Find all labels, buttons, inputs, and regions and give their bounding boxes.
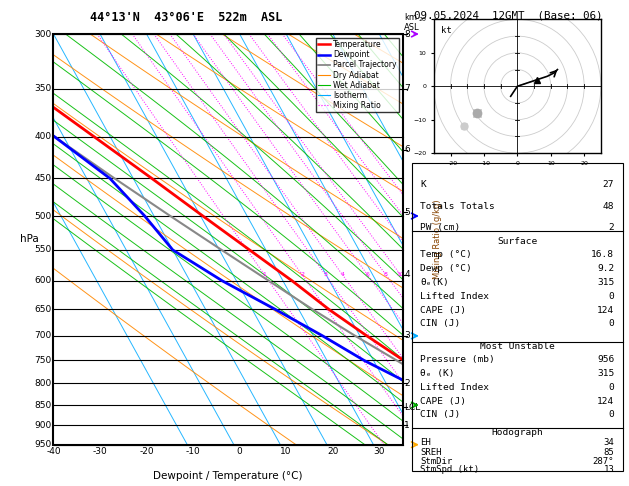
- Text: 0: 0: [237, 447, 243, 456]
- Text: 8: 8: [404, 30, 410, 38]
- Text: θₑ(K): θₑ(K): [420, 278, 449, 287]
- Text: 16.8: 16.8: [591, 250, 615, 259]
- Text: CAPE (J): CAPE (J): [420, 306, 467, 314]
- Text: 44°13'N  43°06'E  522m  ASL: 44°13'N 43°06'E 522m ASL: [90, 11, 282, 24]
- Text: 0: 0: [608, 411, 615, 419]
- Text: 3: 3: [323, 273, 328, 278]
- Text: 09.05.2024  12GMT  (Base: 06): 09.05.2024 12GMT (Base: 06): [414, 11, 603, 21]
- Text: 287°: 287°: [593, 457, 615, 467]
- Text: 0: 0: [608, 292, 615, 301]
- Text: Dewp (°C): Dewp (°C): [420, 264, 472, 273]
- Text: 550: 550: [35, 245, 52, 255]
- Text: Pressure (mb): Pressure (mb): [420, 355, 495, 364]
- Text: 6: 6: [404, 145, 410, 154]
- Text: 4: 4: [341, 273, 345, 278]
- Text: 124: 124: [597, 306, 615, 314]
- Text: 2: 2: [608, 223, 615, 232]
- Text: 20: 20: [327, 447, 338, 456]
- Text: 10: 10: [281, 447, 292, 456]
- Text: 400: 400: [35, 132, 52, 141]
- Text: 300: 300: [35, 30, 52, 38]
- Legend: Temperature, Dewpoint, Parcel Trajectory, Dry Adiabat, Wet Adiabat, Isotherm, Mi: Temperature, Dewpoint, Parcel Trajectory…: [316, 38, 399, 112]
- Text: 450: 450: [35, 174, 52, 183]
- Text: K: K: [420, 180, 426, 189]
- Text: 800: 800: [35, 379, 52, 388]
- Text: StmDir: StmDir: [420, 457, 453, 467]
- Text: 34: 34: [604, 438, 615, 447]
- Text: 315: 315: [597, 369, 615, 378]
- Text: Totals Totals: Totals Totals: [420, 202, 495, 210]
- Text: 10: 10: [397, 273, 404, 278]
- Text: -30: -30: [92, 447, 108, 456]
- Text: 5: 5: [404, 208, 410, 217]
- Text: 315: 315: [597, 278, 615, 287]
- Text: 600: 600: [35, 277, 52, 285]
- Text: Hodograph: Hodograph: [491, 428, 543, 437]
- Text: 700: 700: [35, 331, 52, 340]
- Text: Mixing Ratio (g/kg): Mixing Ratio (g/kg): [433, 200, 442, 279]
- Text: 2: 2: [404, 379, 410, 388]
- Text: -10: -10: [186, 447, 201, 456]
- Text: 13: 13: [604, 466, 615, 474]
- Text: km
ASL: km ASL: [404, 13, 420, 32]
- Text: PW (cm): PW (cm): [420, 223, 460, 232]
- Text: Temp (°C): Temp (°C): [420, 250, 472, 259]
- Text: 8: 8: [384, 273, 388, 278]
- Text: 956: 956: [597, 355, 615, 364]
- Text: 950: 950: [35, 440, 52, 449]
- Text: Most Unstable: Most Unstable: [480, 342, 555, 351]
- Text: kt: kt: [440, 26, 451, 35]
- Text: SREH: SREH: [420, 448, 442, 457]
- Text: StmSpd (kt): StmSpd (kt): [420, 466, 479, 474]
- Text: EH: EH: [420, 438, 431, 447]
- Text: 124: 124: [597, 397, 615, 405]
- Text: CIN (J): CIN (J): [420, 319, 460, 329]
- Text: 9.2: 9.2: [597, 264, 615, 273]
- Text: 650: 650: [35, 305, 52, 314]
- Text: 30: 30: [374, 447, 385, 456]
- Text: 4: 4: [404, 271, 410, 279]
- Text: Dewpoint / Temperature (°C): Dewpoint / Temperature (°C): [153, 471, 303, 482]
- Text: 0: 0: [608, 319, 615, 329]
- Text: 0: 0: [608, 382, 615, 392]
- Text: 7: 7: [404, 85, 410, 93]
- Text: 350: 350: [35, 85, 52, 93]
- Text: 750: 750: [35, 356, 52, 365]
- Text: 1: 1: [404, 421, 410, 430]
- Text: 2: 2: [300, 273, 304, 278]
- Text: 48: 48: [603, 202, 615, 210]
- Text: 500: 500: [35, 211, 52, 221]
- Text: hPa: hPa: [19, 234, 38, 244]
- Text: 900: 900: [35, 421, 52, 430]
- Text: CAPE (J): CAPE (J): [420, 397, 467, 405]
- Text: Lifted Index: Lifted Index: [420, 292, 489, 301]
- Text: 850: 850: [35, 400, 52, 410]
- Text: 1: 1: [263, 273, 267, 278]
- Text: CIN (J): CIN (J): [420, 411, 460, 419]
- Text: 6: 6: [365, 273, 370, 278]
- Text: LCL: LCL: [404, 403, 421, 412]
- Text: -20: -20: [139, 447, 154, 456]
- Text: Surface: Surface: [498, 237, 537, 246]
- Text: 85: 85: [604, 448, 615, 457]
- Text: 3: 3: [404, 331, 410, 340]
- Text: θₑ (K): θₑ (K): [420, 369, 455, 378]
- Text: -40: -40: [46, 447, 61, 456]
- Text: Lifted Index: Lifted Index: [420, 382, 489, 392]
- Text: 27: 27: [603, 180, 615, 189]
